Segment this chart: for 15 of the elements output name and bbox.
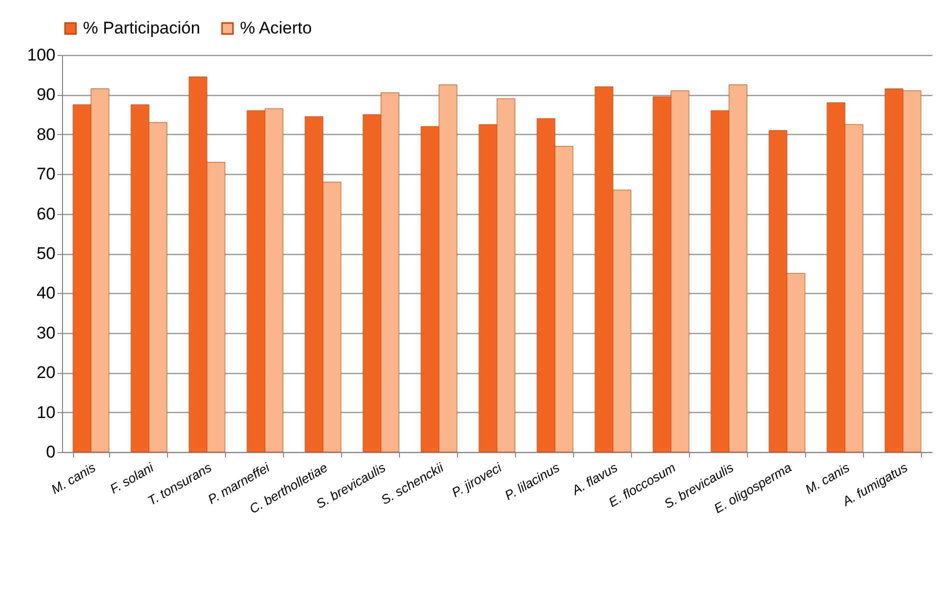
x-tick-label: M. canis (802, 460, 852, 497)
y-tick-label: 0 (46, 442, 56, 462)
y-tick-label: 20 (36, 363, 56, 382)
y-tick-label: 100 (27, 46, 56, 64)
y-tick-label: 50 (36, 244, 56, 263)
y-tick-label: 30 (36, 323, 56, 342)
y-tick-label: 70 (36, 164, 56, 184)
y-tick-label: 90 (36, 85, 56, 104)
y-tick-label: 80 (36, 124, 56, 144)
y-tick-label: 10 (36, 402, 56, 422)
legend-label: % Acierto (240, 18, 312, 38)
y-tick-label: 40 (36, 284, 56, 303)
x-tick-label: M. canis (48, 460, 98, 497)
legend-label: % Participación (83, 18, 200, 38)
y-tick-label: 60 (36, 204, 56, 224)
